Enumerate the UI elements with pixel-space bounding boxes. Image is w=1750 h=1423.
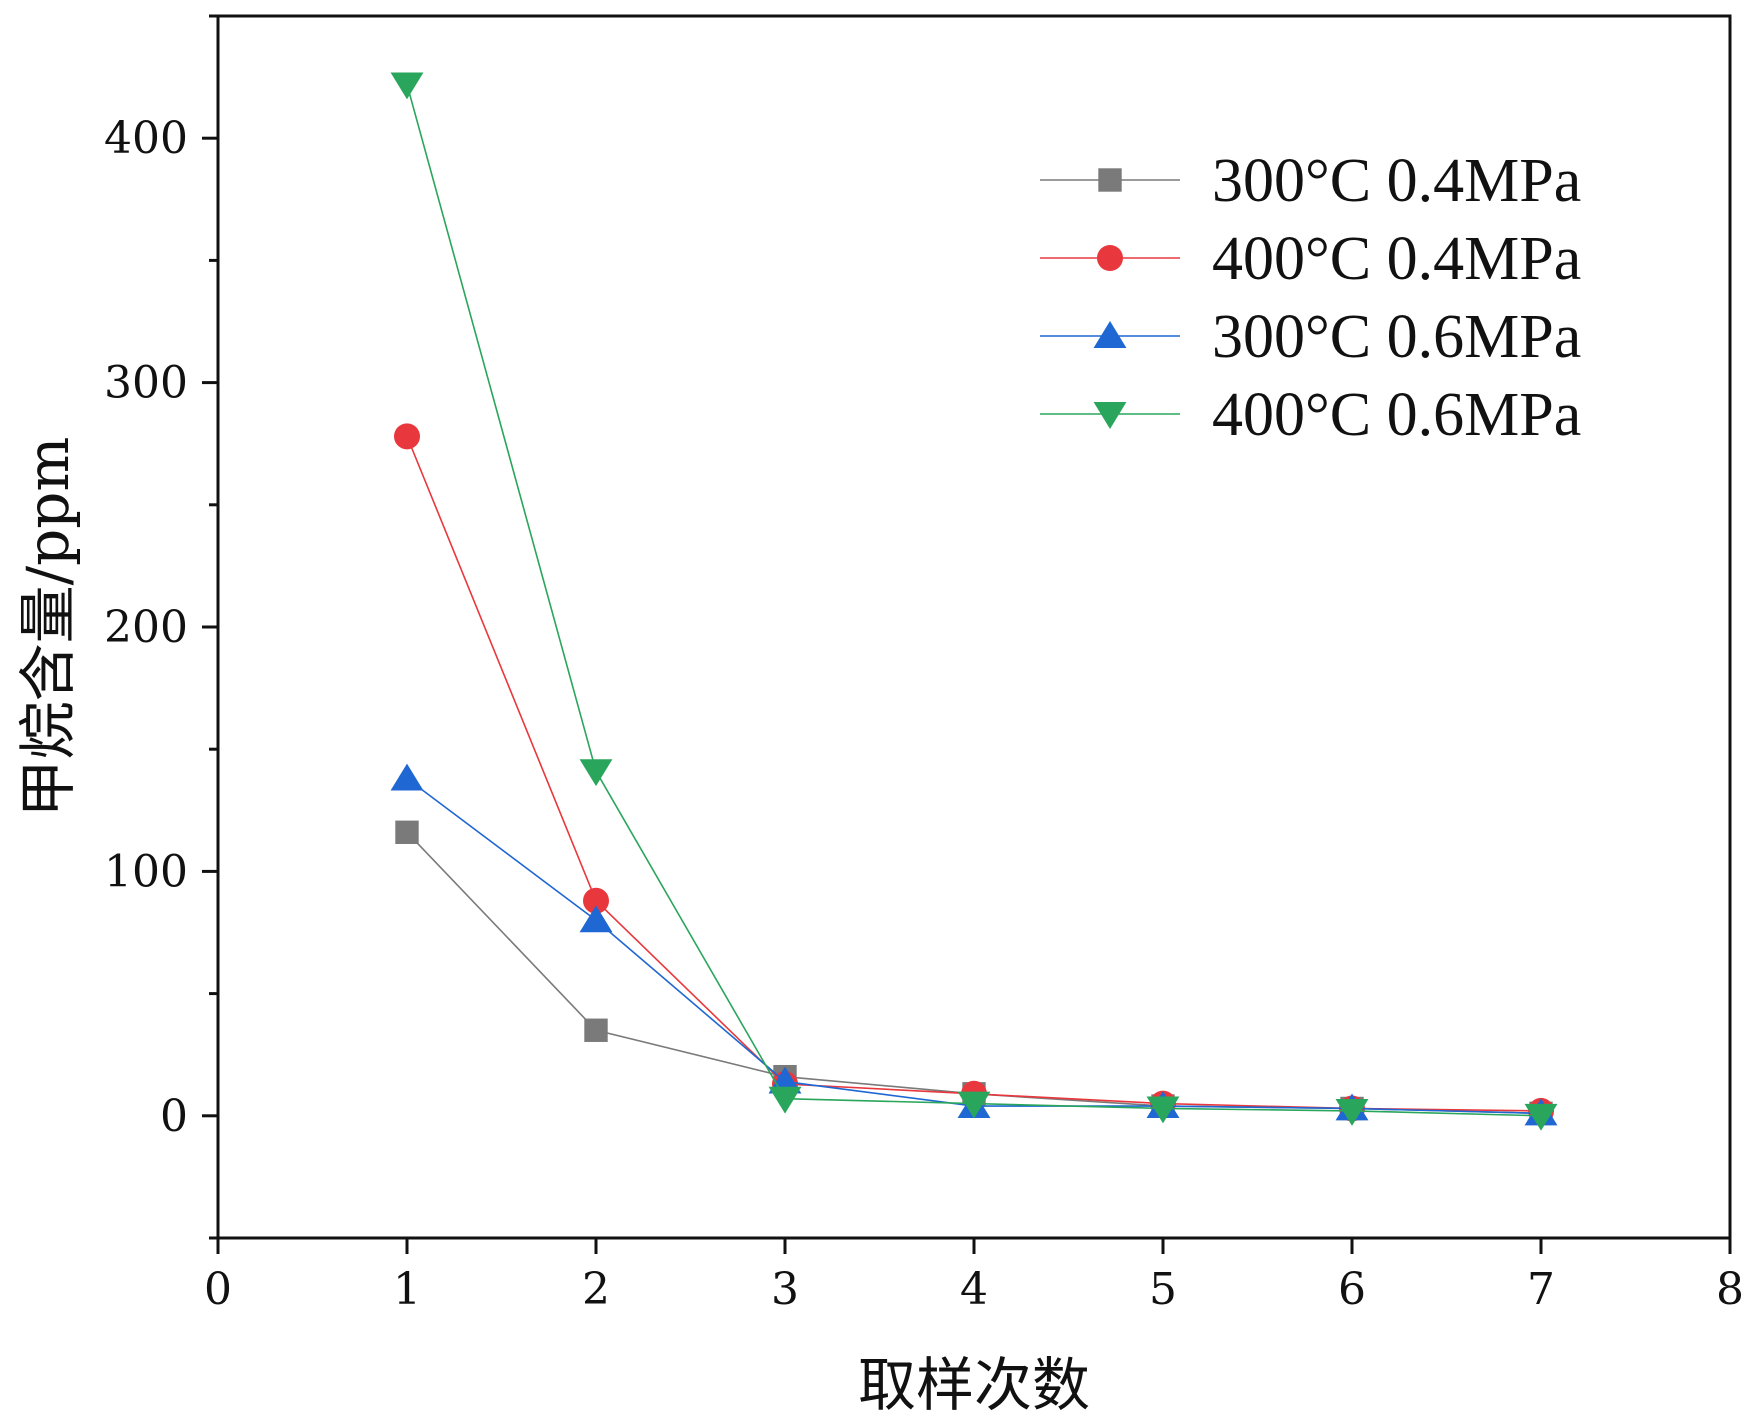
x-axis: 0 1 2 3 4 5 6 7 8 [204,1238,1744,1315]
data-point [1335,1098,1369,1126]
legend-marker [1098,168,1122,192]
series-line [406,777,1542,1115]
series-2 [394,423,1554,1124]
x-tick-label: 1 [393,1264,421,1315]
legend-label: 400°C 0.4MPa [1212,225,1581,293]
y-axis: 0 100 200 300 400 [104,14,218,1240]
x-tick-label: 6 [1338,1264,1366,1315]
legend-marker [1093,402,1127,429]
legend: 300°C 0.4MPa 400°C 0.4MPa 300°C 0.6MPa 400°… [1040,147,1581,449]
data-point [583,887,609,914]
legend-label: 400°C 0.6MPa [1212,381,1581,449]
series-line [406,831,1542,1115]
data-point [584,1018,608,1042]
x-tick-label: 0 [204,1264,232,1315]
data-point [1524,1103,1558,1131]
series-layer [390,72,1558,1131]
x-tick-label: 5 [1149,1264,1177,1315]
data-point [395,820,419,844]
x-tick-label: 7 [1527,1264,1555,1315]
y-tick-label: 0 [160,1091,188,1142]
x-tick-label: 8 [1716,1264,1744,1315]
data-point [579,905,613,933]
legend-item: 300°C 0.4MPa [1040,147,1581,215]
data-point [394,423,420,450]
legend-item: 400°C 0.4MPa [1040,225,1581,293]
series-3 [390,763,1558,1126]
x-axis-title: 取样次数 [858,1351,1090,1419]
data-point [768,1086,802,1114]
legend-label: 300°C 0.6MPa [1212,303,1581,371]
legend-marker [1097,245,1123,271]
data-point [1146,1096,1180,1124]
y-tick-label: 400 [104,113,188,164]
data-point [957,1091,991,1119]
x-tick-label: 2 [582,1264,610,1315]
y-axis-title: 甲烷含量/ppm [14,437,82,818]
y-tick-label: 100 [104,846,188,897]
legend-label: 300°C 0.4MPa [1212,147,1581,215]
data-point [390,72,424,100]
series-4 [390,72,1558,1131]
legend-marker [1093,321,1127,348]
y-tick-label: 200 [104,602,188,653]
x-tick-label: 4 [960,1264,988,1315]
series-1 [395,820,1553,1126]
legend-item: 300°C 0.6MPa [1040,303,1581,371]
y-tick-label: 300 [104,358,188,409]
x-tick-label: 3 [771,1264,799,1315]
legend-item: 400°C 0.6MPa [1040,381,1581,449]
data-point [390,763,424,791]
data-point [579,759,613,787]
